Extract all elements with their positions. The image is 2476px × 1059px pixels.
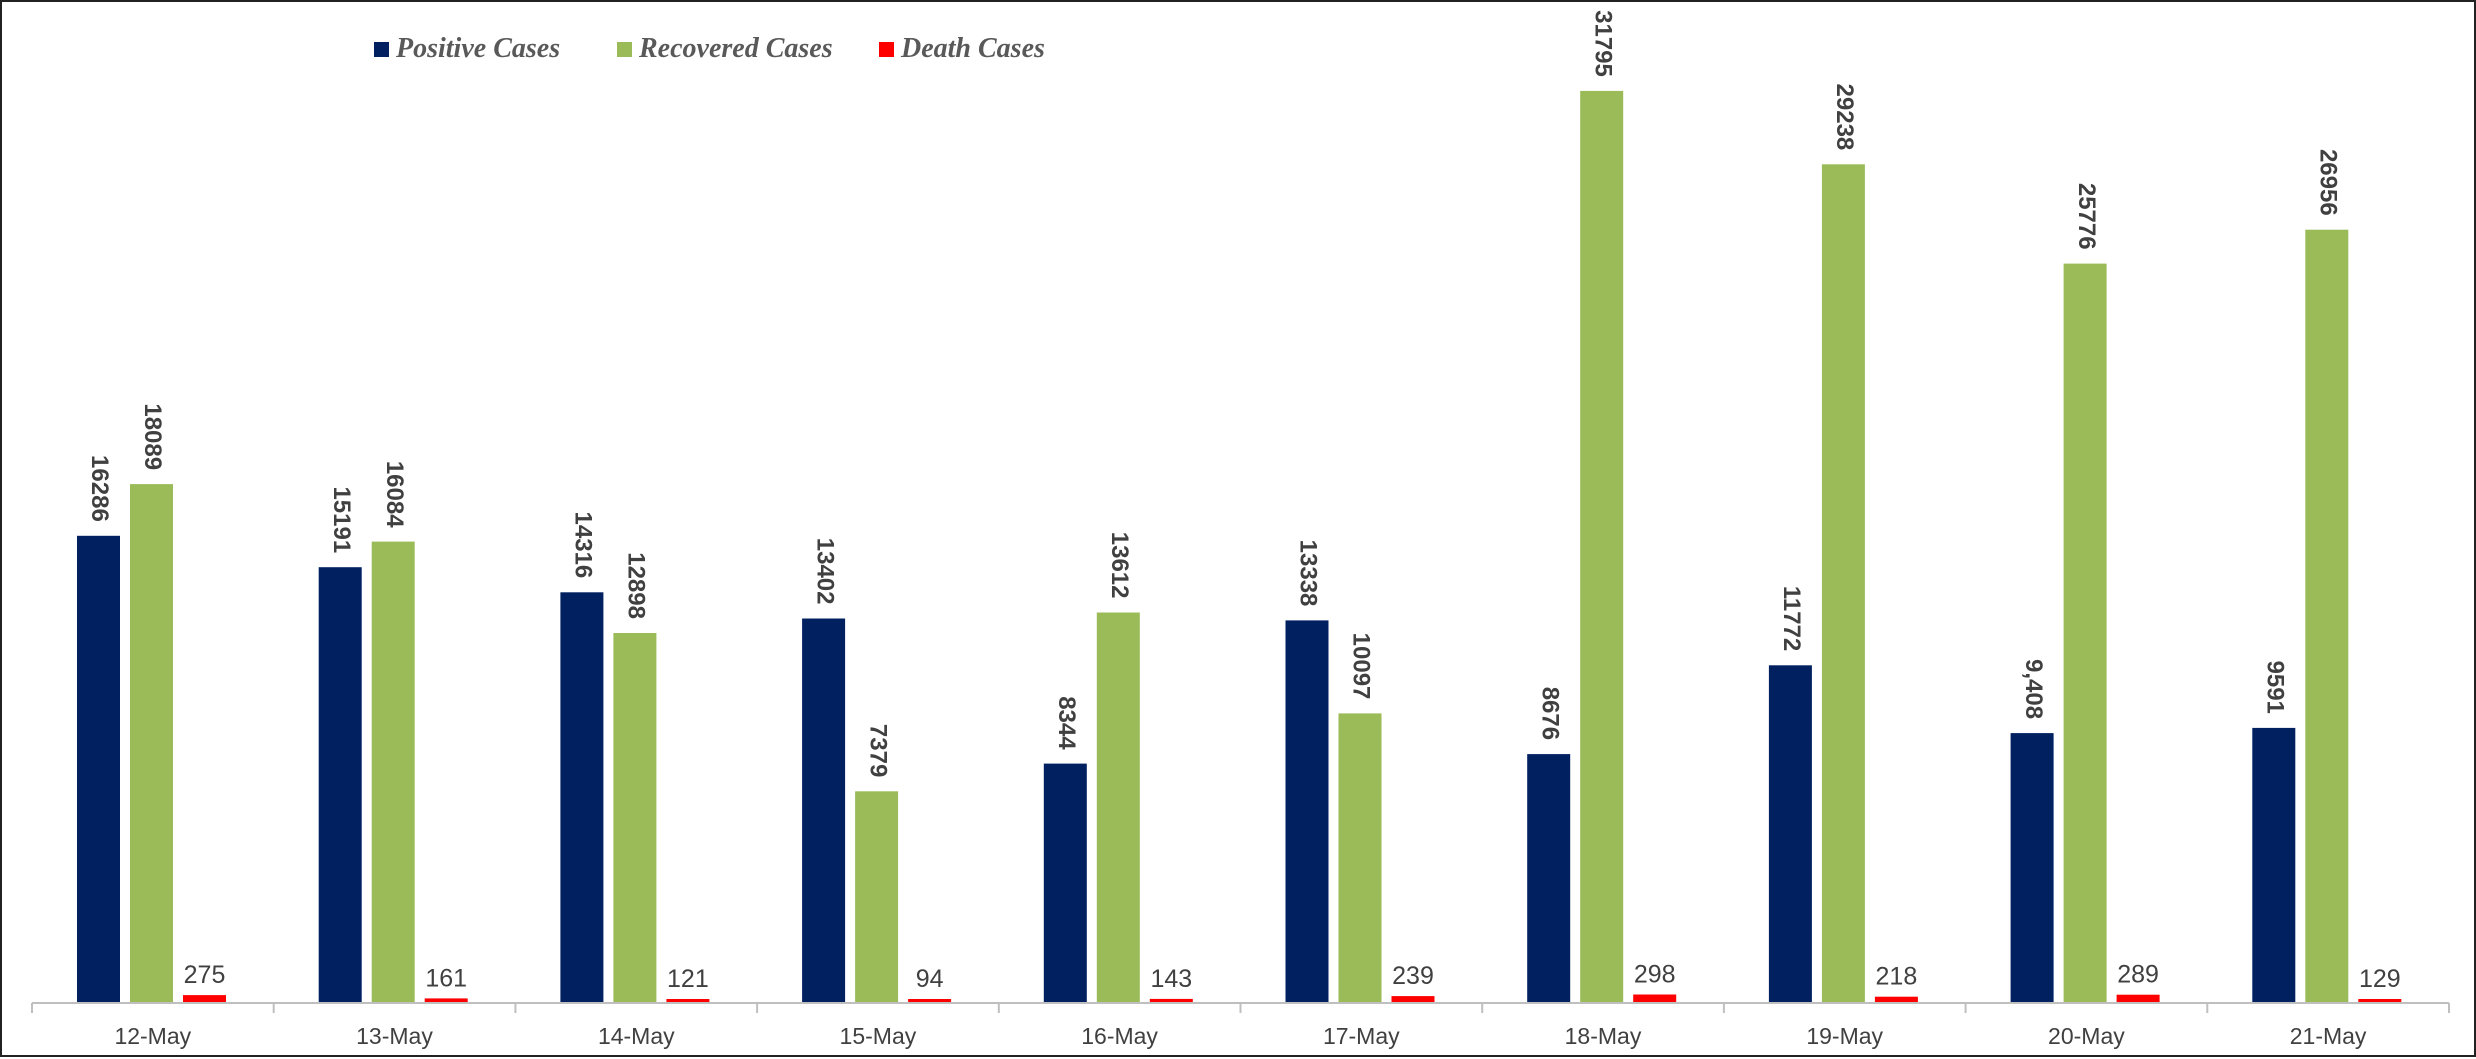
data-label-0-1: 15191 [328, 486, 355, 553]
legend-label-2: Death Cases [900, 33, 1045, 64]
data-label-0-0: 16286 [86, 455, 113, 522]
data-label-0-3: 13402 [811, 538, 838, 605]
data-label-1-4: 13612 [1106, 532, 1133, 599]
bar-0-6 [1527, 754, 1571, 1003]
x-tick-label-7: 19-May [1806, 1023, 1883, 1049]
data-label-2-7: 218 [1876, 963, 1918, 991]
bar-1-8 [2063, 263, 2107, 1004]
legend-swatch-1 [617, 42, 632, 57]
data-label-1-2: 12898 [623, 552, 650, 619]
x-tick-label-9: 21-May [2290, 1023, 2367, 1049]
bar-1-5 [1338, 713, 1382, 1003]
data-label-1-1: 16084 [381, 461, 408, 528]
bar-0-2 [560, 592, 604, 1003]
bar-2-4 [1149, 998, 1193, 1003]
data-label-2-9: 129 [2359, 965, 2401, 993]
data-label-0-6: 8676 [1536, 687, 1563, 740]
x-tick-label-4: 16-May [1081, 1023, 1158, 1049]
x-tick-label-2: 14-May [598, 1023, 675, 1049]
bar-0-8 [2010, 733, 2054, 1003]
data-label-0-9: 9591 [2261, 661, 2288, 714]
bar-1-6 [1580, 90, 1624, 1003]
data-label-2-1: 161 [425, 964, 467, 992]
x-tick-label-1: 13-May [356, 1023, 433, 1049]
data-label-1-3: 7379 [864, 724, 891, 777]
bar-0-1 [318, 567, 362, 1003]
bar-2-6 [1633, 994, 1677, 1003]
bar-0-0 [77, 535, 120, 1003]
data-label-1-8: 25776 [2073, 183, 2100, 250]
legend-swatch-2 [879, 42, 894, 57]
data-label-0-7: 11772 [1778, 586, 1805, 651]
x-tick-label-6: 18-May [1565, 1023, 1642, 1049]
bar-0-9 [2252, 727, 2296, 1003]
data-label-1-7: 29238 [1831, 84, 1858, 151]
data-label-2-2: 121 [667, 965, 709, 993]
legend-swatch-0 [374, 42, 389, 57]
data-label-2-6: 298 [1634, 961, 1676, 989]
bar-0-5 [1285, 620, 1329, 1003]
x-tick-label-5: 17-May [1323, 1023, 1400, 1049]
bar-2-8 [2116, 994, 2160, 1003]
data-label-1-9: 26956 [2314, 149, 2341, 216]
bar-1-3 [855, 791, 899, 1003]
bar-2-2 [666, 999, 710, 1003]
bar-2-5 [1391, 996, 1435, 1003]
legend: Positive Cases Recovered Cases Death Cases [374, 33, 1045, 64]
data-label-0-4: 8344 [1053, 696, 1080, 750]
legend-label-1: Recovered Cases [638, 33, 833, 64]
bar-1-9 [2305, 229, 2349, 1003]
bar-1-4 [1096, 612, 1140, 1003]
bar-2-9 [2358, 999, 2402, 1003]
data-label-2-4: 143 [1150, 965, 1192, 993]
bar-0-7 [1768, 665, 1812, 1003]
bar-2-0 [183, 995, 226, 1003]
bar-1-1 [371, 541, 415, 1003]
data-label-2-0: 275 [184, 961, 226, 989]
bar-2-7 [1874, 996, 1918, 1003]
bars-layer [77, 90, 2402, 1004]
x-tick-label-0: 12-May [114, 1023, 191, 1049]
data-labels-layer: 16286 18089 275 15191 16084 161 14316 12898 121 1… [86, 10, 2401, 993]
data-label-1-0: 18089 [139, 403, 166, 470]
data-label-0-5: 13338 [1295, 540, 1322, 607]
x-axis: 12-May 13-May 14-May 15-May 16-May 17-May 18-M… [31, 1002, 2450, 1049]
bar-2-3 [908, 999, 952, 1003]
bar-2-1 [424, 998, 468, 1003]
data-label-2-3: 94 [916, 965, 944, 993]
bar-1-7 [1821, 164, 1865, 1004]
data-label-0-8: 9,408 [2020, 659, 2047, 719]
data-label-2-5: 239 [1392, 962, 1434, 990]
x-tick-label-3: 15-May [840, 1023, 917, 1049]
data-label-1-6: 31795 [1589, 10, 1616, 77]
x-tick-label-8: 20-May [2048, 1023, 2125, 1049]
bar-1-2 [613, 633, 657, 1003]
data-label-2-8: 289 [2117, 961, 2159, 989]
bar-0-4 [1043, 763, 1087, 1003]
data-label-1-5: 10097 [1348, 633, 1375, 700]
bar-1-0 [130, 484, 173, 1004]
data-label-0-2: 14316 [570, 512, 597, 579]
legend-label-0: Positive Cases [395, 33, 560, 64]
bar-0-3 [802, 618, 846, 1003]
